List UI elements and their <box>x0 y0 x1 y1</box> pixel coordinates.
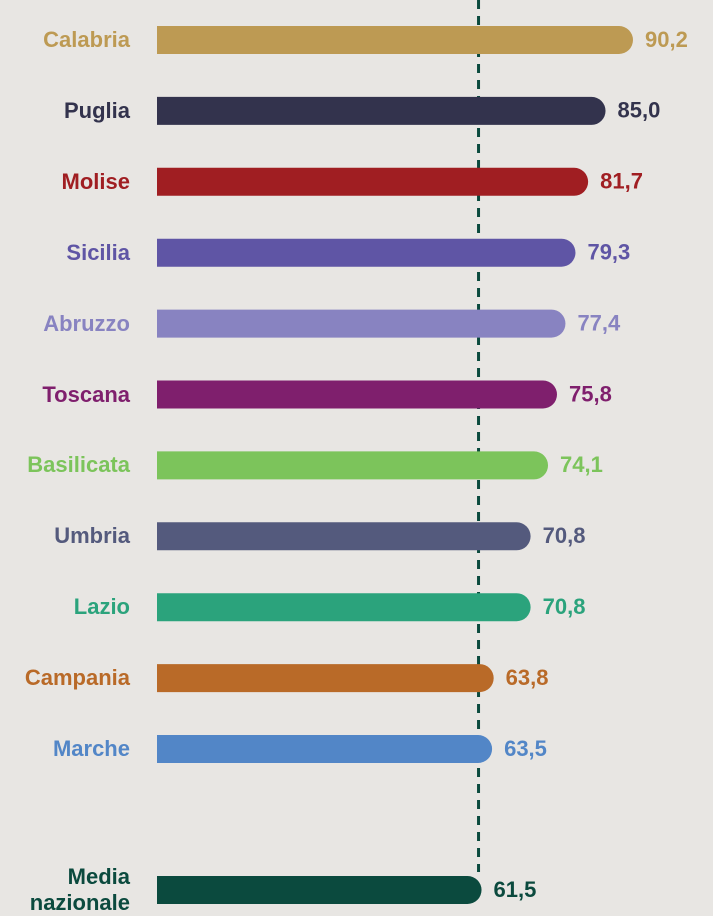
category-label: Lazio <box>73 594 130 620</box>
category-label: Puglia <box>63 97 130 123</box>
bar <box>157 735 493 763</box>
value-label: 63,5 <box>504 736 547 761</box>
value-label: 75,8 <box>569 381 612 406</box>
bar <box>157 664 494 693</box>
category-label: Basilicata <box>27 452 130 478</box>
bar <box>157 167 589 196</box>
category-label: Calabria <box>43 27 130 52</box>
category-label: Molise <box>61 168 130 194</box>
bar <box>157 96 606 125</box>
category-label: Marche <box>52 736 130 761</box>
bar <box>157 26 633 54</box>
category-label: Abruzzo <box>43 310 130 336</box>
value-label: 63,8 <box>506 665 549 690</box>
category-label: Campania <box>24 665 130 691</box>
bar <box>157 451 549 480</box>
category-label: Media nazionale <box>29 864 130 915</box>
bar <box>157 876 482 904</box>
bar <box>157 522 531 551</box>
category-label: Sicilia <box>66 239 130 265</box>
bar <box>157 238 576 267</box>
bar <box>157 380 557 409</box>
value-label: 90,2 <box>645 27 688 52</box>
category-label: Umbria <box>54 523 130 549</box>
value-label: 70,8 <box>543 523 586 548</box>
category-label: Toscana <box>42 381 130 407</box>
value-label: 70,8 <box>543 594 586 619</box>
value-label: 79,3 <box>587 240 630 265</box>
value-label: 77,4 <box>577 310 621 335</box>
bar <box>157 309 566 338</box>
bar <box>157 593 531 622</box>
value-label: 61,5 <box>494 877 537 902</box>
value-label: 81,7 <box>600 169 643 194</box>
value-label: 74,1 <box>560 452 603 477</box>
value-label: 85,0 <box>618 98 661 123</box>
